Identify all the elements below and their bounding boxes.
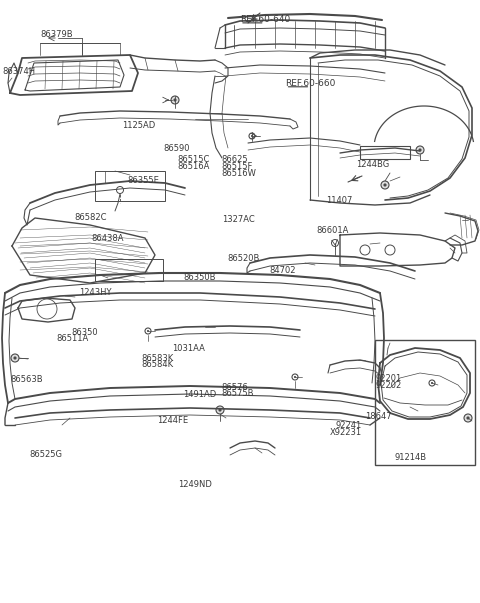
Text: 86511A: 86511A — [57, 335, 89, 343]
Text: 86379B: 86379B — [41, 31, 73, 39]
Text: 86515F: 86515F — [222, 162, 253, 171]
Text: 86582C: 86582C — [74, 213, 107, 221]
Text: 86438A: 86438A — [91, 234, 124, 242]
Text: 1125AD: 1125AD — [122, 121, 156, 130]
Circle shape — [419, 148, 421, 151]
Text: 1327AC: 1327AC — [222, 215, 254, 224]
Circle shape — [467, 417, 469, 420]
Text: 86590: 86590 — [163, 144, 190, 153]
Text: X92231: X92231 — [330, 428, 362, 437]
Text: 1249ND: 1249ND — [179, 481, 213, 489]
Bar — [95, 171, 165, 201]
Text: 86516A: 86516A — [178, 162, 210, 171]
Bar — [95, 259, 163, 281]
Text: REF.60-660: REF.60-660 — [286, 79, 336, 87]
Text: 86355E: 86355E — [127, 177, 159, 185]
Text: 1243HY: 1243HY — [79, 288, 112, 297]
Text: 86583K: 86583K — [142, 354, 174, 362]
Text: 86350B: 86350B — [183, 273, 216, 282]
Circle shape — [251, 135, 253, 137]
Circle shape — [431, 382, 433, 384]
Circle shape — [173, 98, 177, 101]
Text: 86563B: 86563B — [11, 376, 43, 384]
Circle shape — [294, 376, 296, 378]
Text: 86601A: 86601A — [317, 227, 349, 235]
Circle shape — [218, 408, 222, 412]
Circle shape — [216, 406, 224, 414]
Text: 86350: 86350 — [71, 328, 97, 336]
Text: 86584K: 86584K — [142, 361, 174, 369]
Bar — [360, 146, 410, 159]
Text: 86374H: 86374H — [2, 67, 36, 75]
Circle shape — [464, 414, 472, 422]
Text: 86576: 86576 — [222, 383, 249, 391]
Circle shape — [147, 330, 149, 332]
Text: 86625: 86625 — [222, 156, 248, 164]
Text: 86515C: 86515C — [178, 156, 210, 164]
Text: 86516W: 86516W — [222, 169, 257, 177]
Text: 92201: 92201 — [375, 374, 402, 383]
Circle shape — [384, 183, 386, 186]
Text: 92202: 92202 — [375, 381, 402, 390]
Text: 18647: 18647 — [365, 412, 391, 420]
Text: 86525G: 86525G — [30, 450, 63, 459]
Circle shape — [11, 354, 19, 362]
Text: 11407: 11407 — [326, 196, 353, 204]
Text: 84702: 84702 — [270, 266, 296, 274]
Circle shape — [416, 146, 424, 154]
Circle shape — [171, 96, 179, 104]
Text: 92241: 92241 — [335, 421, 361, 430]
Text: 1031AA: 1031AA — [172, 344, 204, 353]
Circle shape — [381, 181, 389, 189]
Text: 91214B: 91214B — [395, 453, 427, 461]
Bar — [375, 340, 475, 465]
Text: 1244FE: 1244FE — [157, 417, 189, 425]
Text: 86520B: 86520B — [228, 254, 260, 262]
Text: 86575B: 86575B — [222, 390, 254, 398]
Text: REF.60-640: REF.60-640 — [240, 15, 290, 24]
Circle shape — [13, 356, 17, 359]
Text: 1244BG: 1244BG — [356, 160, 389, 168]
Text: 1491AD: 1491AD — [183, 390, 216, 399]
